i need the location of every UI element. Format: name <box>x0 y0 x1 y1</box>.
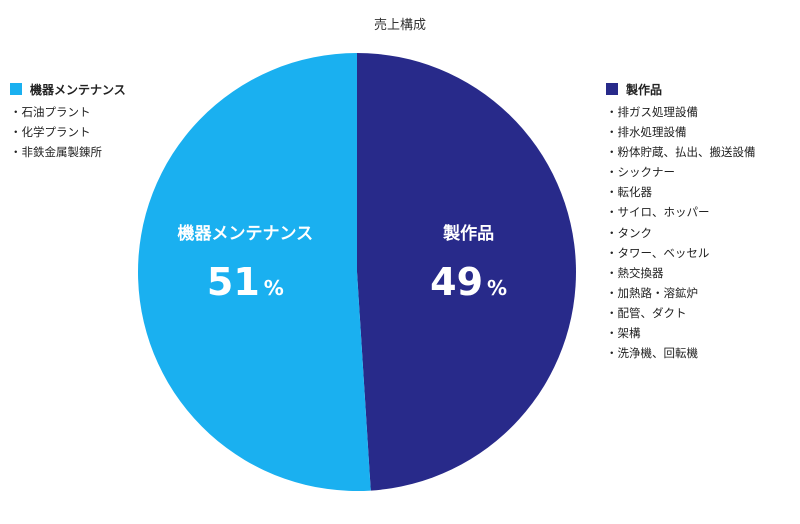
slice-label-2: 機器メンテナンス <box>178 223 314 244</box>
legend-left-item: 石油プラント <box>10 102 126 122</box>
legend-left-item: 非鉄金属製錬所 <box>10 142 126 162</box>
legend-right-header: 製作品 <box>606 80 756 98</box>
legend-left-header: 機器メンテナンス <box>10 80 126 98</box>
legend-right-swatch <box>606 83 618 95</box>
pie-slice-1 <box>357 53 576 491</box>
legend-left: 機器メンテナンス 石油プラント化学プラント非鉄金属製錬所 <box>10 80 126 162</box>
legend-right-item: サイロ、ホッパー <box>606 202 756 222</box>
legend-right-items: 排ガス処理設備排水処理設備粉体貯蔵、払出、搬送設備シックナー転化器サイロ、ホッパ… <box>606 102 756 363</box>
slice-value-1: 49% <box>430 260 507 304</box>
legend-right-item: 排ガス処理設備 <box>606 102 756 122</box>
legend-right-item: 加熱路・溶鉱炉 <box>606 283 756 303</box>
pie-slice-2 <box>137 53 371 492</box>
legend-right-item: 配管、ダクト <box>606 303 756 323</box>
legend-right-item: タンク <box>606 223 756 243</box>
legend-right-item: 転化器 <box>606 182 756 202</box>
legend-right-item: シックナー <box>606 162 756 182</box>
legend-right: 製作品 排ガス処理設備排水処理設備粉体貯蔵、払出、搬送設備シックナー転化器サイロ… <box>606 80 756 363</box>
legend-right-item: 排水処理設備 <box>606 122 756 142</box>
legend-left-swatch <box>10 83 22 95</box>
slice-value-2: 51% <box>207 260 284 304</box>
legend-left-label: 機器メンテナンス <box>30 82 126 97</box>
legend-left-item: 化学プラント <box>10 122 126 142</box>
legend-right-item: 洗浄機、回転機 <box>606 343 756 363</box>
chart-title: 売上構成 <box>373 18 426 33</box>
slice-label-1: 製作品 <box>442 223 494 244</box>
legend-right-item: 架構 <box>606 323 756 343</box>
legend-right-item: タワー、ベッセル <box>606 243 756 263</box>
legend-left-items: 石油プラント化学プラント非鉄金属製錬所 <box>10 102 126 162</box>
legend-right-label: 製作品 <box>626 82 663 97</box>
legend-right-item: 粉体貯蔵、払出、搬送設備 <box>606 142 756 162</box>
legend-right-item: 熱交換器 <box>606 263 756 283</box>
